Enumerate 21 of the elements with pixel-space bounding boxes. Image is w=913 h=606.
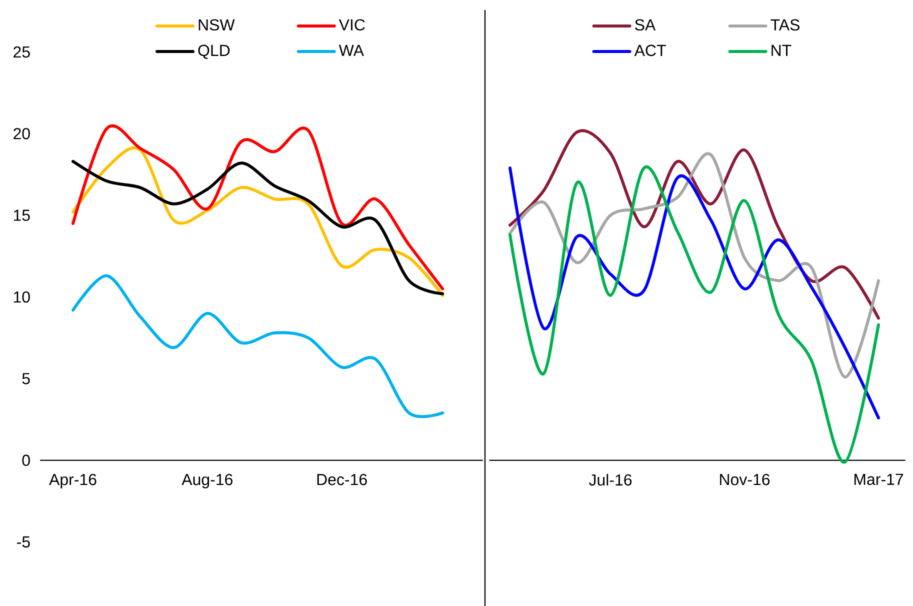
y-tick-label: 10 xyxy=(14,291,30,303)
x-tick-label: Mar-17 xyxy=(854,474,904,486)
legend-label: TAS xyxy=(770,19,800,31)
x-tick-label: Apr-16 xyxy=(49,474,96,488)
legend-label: NT xyxy=(772,44,792,56)
legend-label: NSW xyxy=(198,19,235,31)
legend-label: WA xyxy=(338,44,364,56)
legend-label: SA xyxy=(635,19,656,31)
y-tick-label: 0 xyxy=(22,454,30,466)
y-tick-label: 5 xyxy=(22,373,30,384)
x-tick-label: Aug-16 xyxy=(182,474,232,488)
y-tick-label: -5 xyxy=(17,536,30,548)
legend-label: VIC xyxy=(338,19,365,31)
y-tick-label: 20 xyxy=(14,128,30,140)
legend-label: ACT xyxy=(634,44,666,56)
x-tick-label: Jul-16 xyxy=(588,474,632,486)
x-tick-label: Dec-16 xyxy=(317,474,367,486)
y-tick-label: 25 xyxy=(14,46,30,58)
x-tick-label: Nov-16 xyxy=(720,474,770,486)
legend-label: QLD xyxy=(198,44,230,59)
y-tick-label: 15 xyxy=(14,210,30,221)
